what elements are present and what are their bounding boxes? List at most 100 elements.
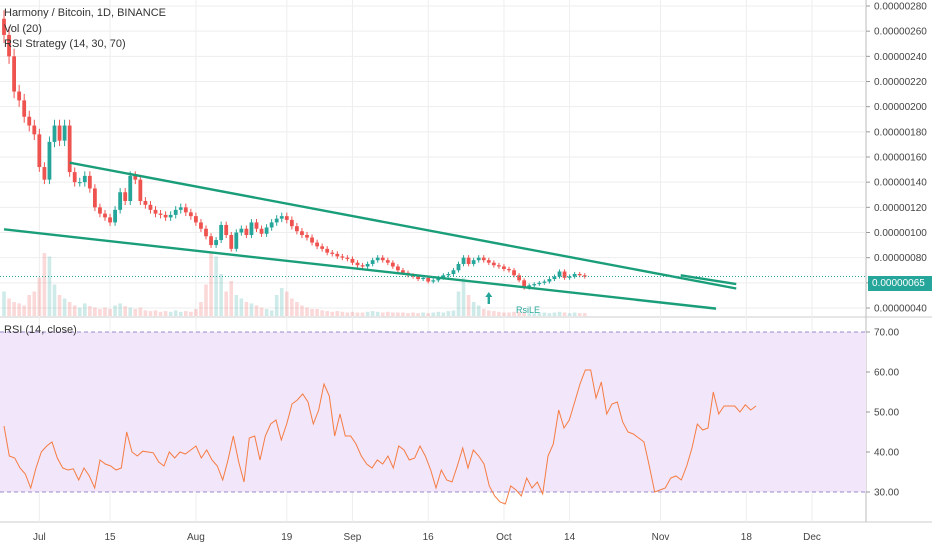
candle-body bbox=[143, 201, 148, 205]
candle-body bbox=[305, 235, 309, 238]
volume-bar bbox=[239, 298, 244, 316]
candle-body bbox=[547, 279, 552, 282]
volume-bar bbox=[421, 312, 425, 316]
candle-body bbox=[512, 270, 516, 276]
candle-body bbox=[138, 179, 143, 202]
volume-bar bbox=[269, 310, 274, 316]
volume-bar bbox=[481, 309, 486, 316]
candle-body bbox=[335, 253, 340, 257]
volume-bar bbox=[466, 295, 471, 316]
price-tick-label: 0.00000120 bbox=[874, 203, 927, 214]
volume-bar bbox=[88, 306, 92, 316]
candle-body bbox=[426, 277, 431, 282]
volume-bar bbox=[456, 291, 461, 316]
candle-body bbox=[481, 257, 486, 261]
candle-body bbox=[108, 217, 112, 223]
volume-bar bbox=[128, 307, 133, 316]
volume-bar bbox=[57, 295, 62, 316]
candle-body bbox=[507, 268, 511, 271]
candle-body bbox=[133, 175, 138, 180]
rsi-band bbox=[0, 332, 866, 492]
volume-bar bbox=[42, 253, 47, 316]
candle-body bbox=[77, 182, 82, 184]
volume-bar bbox=[396, 312, 400, 316]
candle-body bbox=[153, 209, 158, 214]
candle-body bbox=[360, 265, 365, 267]
candle-body bbox=[416, 276, 420, 280]
candle-body bbox=[537, 282, 542, 285]
candle-body bbox=[47, 141, 52, 180]
candle-body bbox=[380, 257, 385, 261]
candle-body bbox=[199, 222, 203, 229]
candle-body bbox=[527, 285, 532, 288]
volume-bar bbox=[461, 277, 466, 316]
trendline bbox=[3, 228, 717, 310]
candle-body bbox=[370, 260, 375, 264]
volume-bar bbox=[254, 305, 259, 316]
candle-body bbox=[249, 222, 254, 236]
volume-bar bbox=[47, 256, 52, 316]
volume-bar bbox=[173, 310, 178, 316]
candle-body bbox=[340, 256, 345, 258]
candle-body bbox=[441, 275, 446, 278]
volume-bar bbox=[512, 311, 516, 316]
candle-body bbox=[486, 260, 491, 263]
volume-bar bbox=[184, 311, 188, 316]
candle-body bbox=[72, 172, 77, 183]
volume-bar bbox=[537, 312, 542, 316]
candle-body bbox=[264, 227, 269, 234]
volume-bar bbox=[108, 309, 112, 316]
candle-body bbox=[209, 236, 213, 246]
candle-body bbox=[57, 125, 62, 141]
volume-bar bbox=[168, 311, 173, 316]
volume-bar bbox=[244, 302, 249, 316]
price-tick-label: 0.00000260 bbox=[874, 27, 927, 38]
volume-bar bbox=[178, 311, 183, 316]
volume-bar bbox=[426, 313, 430, 316]
trendline bbox=[680, 274, 737, 286]
volume-bar bbox=[446, 311, 451, 316]
candle-body bbox=[98, 207, 102, 214]
volume-bar bbox=[522, 312, 526, 316]
volume-bar bbox=[497, 311, 501, 316]
volume-bar bbox=[386, 311, 390, 316]
volume-bar bbox=[562, 312, 567, 316]
volume-bar bbox=[360, 312, 365, 316]
candle-body bbox=[204, 228, 208, 237]
volume-bar bbox=[391, 312, 395, 316]
candle-body bbox=[168, 214, 173, 218]
volume-bar bbox=[310, 309, 314, 316]
time-tick-label: Nov bbox=[652, 532, 670, 543]
price-tick-label: 0.00000100 bbox=[874, 228, 927, 239]
volume-bar bbox=[2, 291, 6, 316]
rsi-tick-label: 50.00 bbox=[874, 408, 899, 419]
candle-body bbox=[87, 175, 92, 189]
candle-body bbox=[365, 263, 370, 267]
volume-bar bbox=[158, 311, 163, 316]
candle-body bbox=[113, 209, 117, 223]
candle-body bbox=[148, 204, 153, 210]
candle-body bbox=[390, 262, 395, 267]
volume-bar bbox=[330, 311, 335, 316]
candle-body bbox=[52, 125, 57, 142]
candle-body bbox=[234, 232, 239, 249]
time-tick-label: Jul bbox=[33, 532, 46, 543]
volume-bar bbox=[143, 310, 148, 316]
volume-bar bbox=[219, 274, 223, 316]
volume-bar bbox=[209, 253, 213, 316]
volume-bar bbox=[214, 256, 218, 316]
volume-bar bbox=[83, 303, 87, 316]
volume-bar bbox=[451, 310, 456, 316]
volume-bar bbox=[355, 312, 360, 316]
candle-body bbox=[355, 262, 360, 266]
volume-bar bbox=[295, 302, 299, 316]
volume-bar bbox=[320, 310, 324, 316]
rsi-axis: 30.00 40.00 50.00 60.00 70.00 bbox=[866, 328, 899, 499]
time-tick-label: 15 bbox=[104, 532, 116, 543]
volume-bar bbox=[572, 312, 577, 316]
candle-body bbox=[42, 167, 47, 180]
candle-body bbox=[491, 262, 496, 266]
price-tick-label: 0.00000180 bbox=[874, 127, 927, 138]
candle-body bbox=[289, 219, 294, 227]
candle-body bbox=[542, 281, 547, 283]
